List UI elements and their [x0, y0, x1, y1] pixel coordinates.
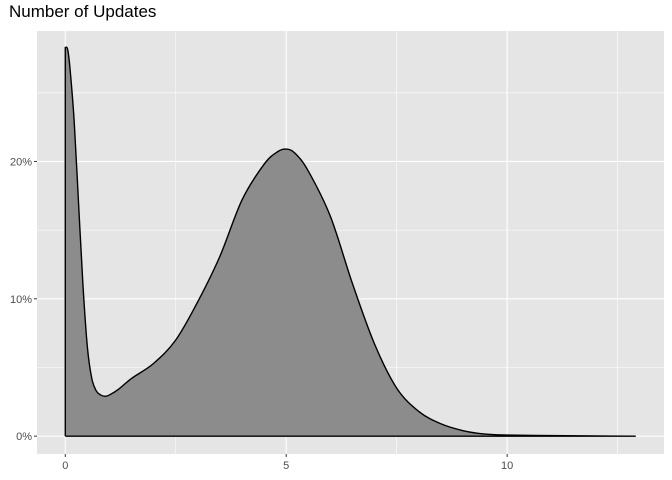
y-tick-label: 10% — [10, 294, 32, 306]
y-tick-label: 0% — [16, 431, 32, 443]
chart-title: Number of Updates — [9, 2, 157, 21]
y-tick-label: 20% — [10, 156, 32, 168]
density-line — [64, 46, 636, 437]
x-tick-label: 5 — [283, 460, 289, 472]
x-tick-label: 10 — [501, 460, 513, 472]
density-area — [65, 47, 636, 437]
x-tick-label: 0 — [62, 460, 68, 472]
axis-ticks: 0 5 10 0% 10% 20% — [10, 156, 513, 472]
